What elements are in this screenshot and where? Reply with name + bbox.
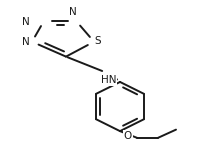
Text: N: N [22, 17, 30, 27]
Text: S: S [95, 36, 101, 46]
Text: O: O [124, 131, 132, 141]
Text: N: N [22, 37, 30, 48]
Text: N: N [69, 7, 77, 17]
Text: HN: HN [101, 75, 117, 86]
